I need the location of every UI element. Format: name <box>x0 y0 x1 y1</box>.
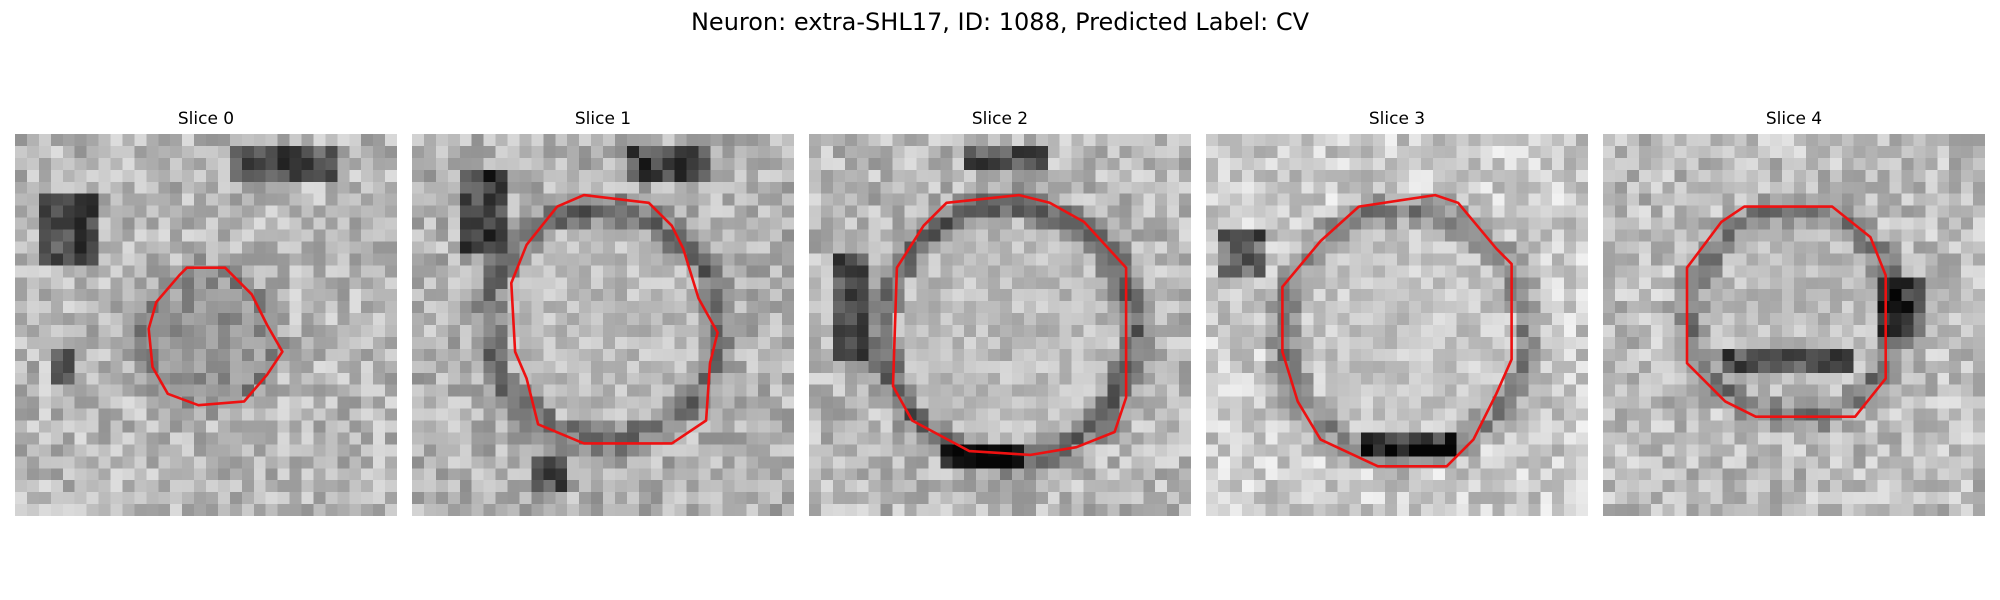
micrograph-pixels <box>412 134 794 516</box>
slice-title-4: Slice 4 <box>1765 109 1823 129</box>
segmentation-outline <box>147 266 284 407</box>
slice-title-1: Slice 1 <box>574 109 632 129</box>
segmentation-outline <box>891 193 1128 457</box>
slice-image-4 <box>1603 134 1985 516</box>
micrograph-pixels <box>15 134 397 516</box>
slice-panel-2: Slice 2 <box>809 104 1191 520</box>
micrograph-pixels <box>1206 134 1588 516</box>
micrograph-pixels <box>1603 134 1985 516</box>
segmentation-outline <box>1281 193 1513 468</box>
micrograph-pixels <box>809 134 1191 516</box>
slice-panel-4: Slice 4 <box>1603 104 1985 520</box>
figure-title: Neuron: extra-SHL17, ID: 1088, Predicted… <box>690 8 1310 36</box>
segmentation-outline <box>510 193 719 445</box>
segmentation-outline <box>1685 205 1888 419</box>
slice-panel-0: Slice 0 <box>15 104 397 520</box>
slice-title-0: Slice 0 <box>177 109 235 129</box>
slice-image-0 <box>15 134 397 516</box>
slice-title-2: Slice 2 <box>971 109 1029 129</box>
slice-panel-1: Slice 1 <box>412 104 794 520</box>
slice-panel-3: Slice 3 <box>1206 104 1588 520</box>
slice-title-3: Slice 3 <box>1368 109 1426 129</box>
slice-image-2 <box>809 134 1191 516</box>
slice-image-1 <box>412 134 794 516</box>
slice-image-3 <box>1206 134 1588 516</box>
